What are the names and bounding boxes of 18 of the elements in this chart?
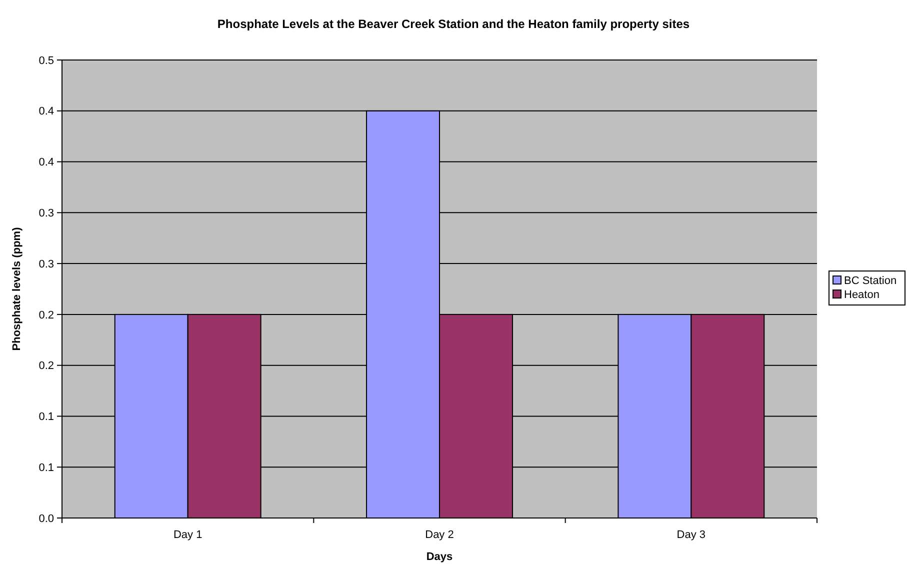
y-axis-title: Phosphate levels (ppm) (11, 226, 23, 351)
y-tick-label: 0.3 (38, 258, 54, 270)
chart-title: Phosphate Levels at the Beaver Creek Station and the Heaton family property sites (217, 17, 690, 31)
y-tick-label: 0.3 (38, 208, 54, 220)
x-axis-title: Days (426, 551, 453, 563)
y-tick-label: 0.1 (38, 462, 54, 474)
legend-label: BC Station (844, 274, 897, 287)
y-tick-label: 0.0 (38, 512, 54, 525)
y-tick-label: 0.1 (38, 411, 54, 424)
y-tick-label: 0.4 (38, 106, 54, 118)
legend-label: Heaton (844, 288, 880, 301)
x-tick-label: Day 3 (676, 529, 706, 541)
x-tick-label: Day 1 (173, 529, 202, 541)
y-tick-label: 0.4 (38, 156, 54, 169)
y-tick-label: 0.2 (38, 360, 54, 372)
y-tick-label: 0.2 (38, 309, 54, 322)
x-tick-label: Day 2 (425, 529, 454, 541)
y-tick-label: 0.5 (38, 54, 54, 67)
